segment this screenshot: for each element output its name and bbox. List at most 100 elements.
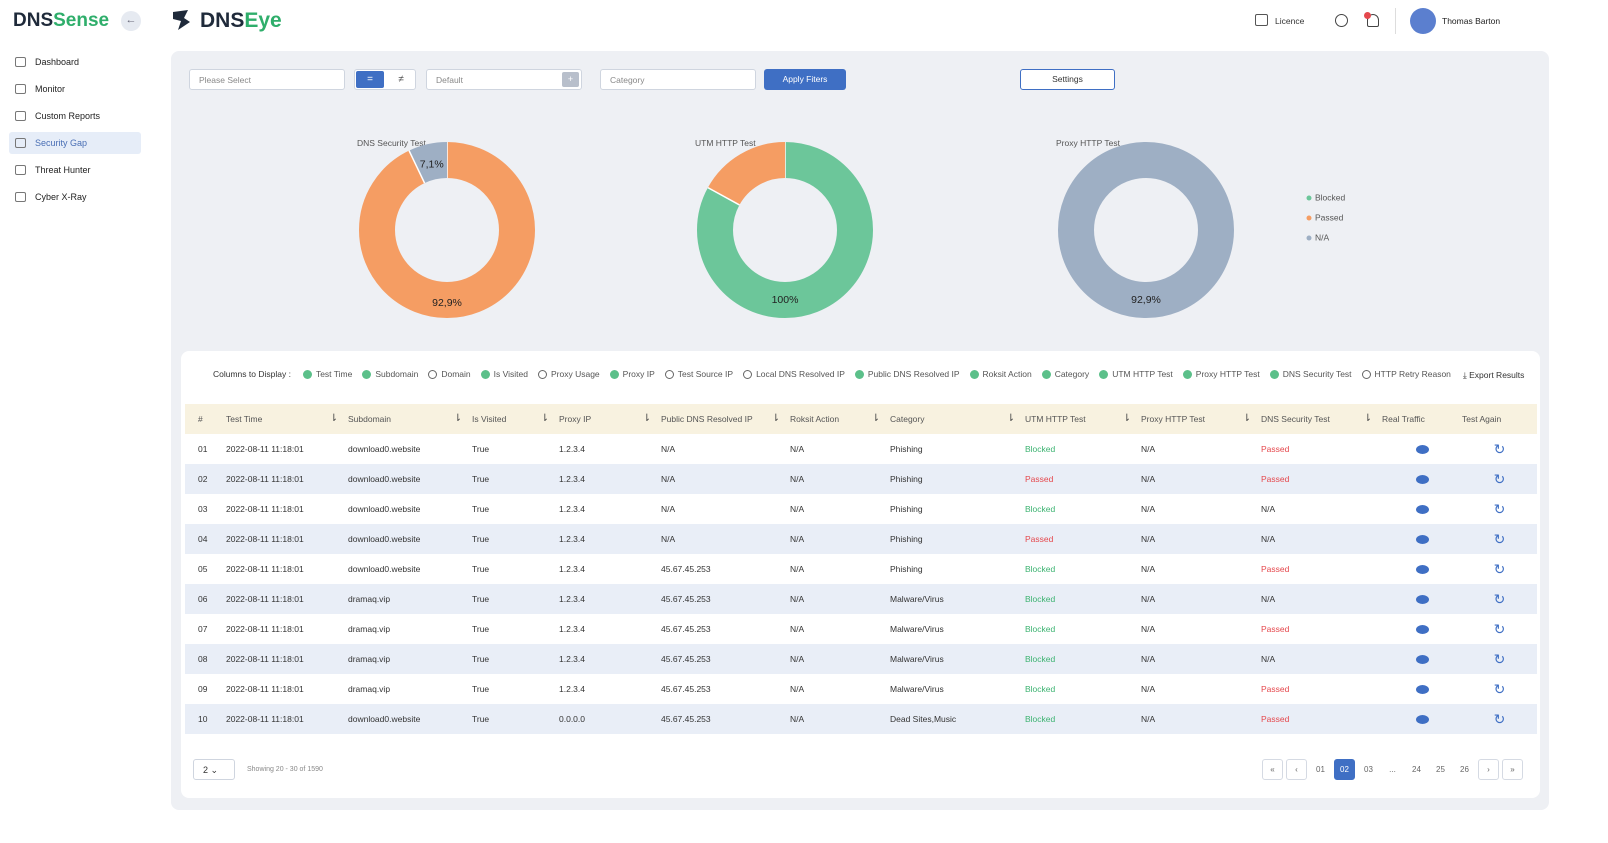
refresh-icon[interactable]: ↻ xyxy=(1493,530,1506,547)
column-toggle[interactable]: UTM HTTP Test xyxy=(1099,369,1173,379)
sort-icon[interactable]: ⇂ xyxy=(540,413,549,424)
table-cell: Passed xyxy=(1261,684,1290,694)
default-input[interactable]: Default xyxy=(426,69,582,90)
showing-text: Showing 20 - 30 of 1590 xyxy=(247,766,323,773)
sidebar-item[interactable]: Security Gap xyxy=(9,132,141,154)
eye-icon[interactable] xyxy=(1415,624,1429,634)
table-cell: Passed xyxy=(1261,714,1290,724)
sort-icon[interactable]: ⇂ xyxy=(1363,413,1372,424)
sidebar-item[interactable]: Dashboard xyxy=(9,51,141,73)
table-cell: 2022-08-11 11:18:01 xyxy=(226,624,304,634)
table-row: 02 2022-08-11 11:18:01 download0.website Tr… xyxy=(185,464,1537,494)
header-label: Subdomain xyxy=(348,414,392,424)
collapse-button[interactable]: ← xyxy=(121,11,141,31)
sort-icon[interactable]: ⇂ xyxy=(1006,413,1015,424)
eye-icon[interactable] xyxy=(1415,564,1429,574)
add-button[interactable]: + xyxy=(562,72,579,87)
help-icon[interactable] xyxy=(1335,14,1348,27)
sort-icon[interactable]: ⇂ xyxy=(871,413,880,424)
table-cell: 1.2.3.4 xyxy=(559,684,585,694)
eye-icon[interactable] xyxy=(1415,654,1429,664)
page-size-select[interactable]: 2 ⌄ xyxy=(193,759,235,780)
column-toggle[interactable]: Proxy IP xyxy=(609,369,655,379)
table-cell: True xyxy=(472,594,490,604)
column-toggle[interactable]: Roksit Action xyxy=(969,369,1032,379)
page-button[interactable]: « xyxy=(1262,759,1283,780)
header-label: Roksit Action xyxy=(790,414,840,424)
page-button[interactable]: 24 xyxy=(1406,759,1427,780)
refresh-icon[interactable]: ↻ xyxy=(1493,680,1506,697)
sidebar-item[interactable]: Custom Reports xyxy=(9,105,141,127)
page-button[interactable]: 03 xyxy=(1358,759,1379,780)
eye-icon[interactable] xyxy=(1415,474,1429,484)
sort-icon[interactable]: ⇂ xyxy=(771,413,780,424)
refresh-icon[interactable]: ↻ xyxy=(1493,500,1506,517)
page-button[interactable]: ‹ xyxy=(1286,759,1307,780)
equals-button[interactable]: = xyxy=(356,71,384,88)
table-cell: Blocked xyxy=(1025,594,1056,604)
eye-icon[interactable] xyxy=(1415,444,1429,454)
column-toggle[interactable]: Test Time xyxy=(302,369,352,379)
column-toggle[interactable]: Category xyxy=(1041,369,1089,379)
page-button[interactable]: 26 xyxy=(1454,759,1475,780)
table-cell: 2022-08-11 11:18:01 xyxy=(226,714,304,724)
column-toggle[interactable]: Proxy HTTP Test xyxy=(1182,369,1260,379)
not-equals-button[interactable]: ≠ xyxy=(398,74,404,85)
slice-label: 92,9% xyxy=(432,297,462,309)
settings-button[interactable]: Settings xyxy=(1020,69,1115,90)
user-name[interactable]: Thomas Barton xyxy=(1442,16,1501,26)
slice-separator xyxy=(707,186,740,206)
sidebar-item[interactable]: Monitor xyxy=(9,78,141,100)
eye-icon[interactable] xyxy=(1415,534,1429,544)
refresh-icon[interactable]: ↻ xyxy=(1493,620,1506,637)
page-button[interactable]: 25 xyxy=(1430,759,1451,780)
toggle-icon xyxy=(664,369,674,379)
toggle-icon xyxy=(854,369,864,379)
sort-icon[interactable]: ⇂ xyxy=(1122,413,1131,424)
column-toggle[interactable]: HTTP Retry Reason xyxy=(1361,369,1451,379)
avatar[interactable] xyxy=(1410,8,1436,34)
refresh-icon[interactable]: ↻ xyxy=(1493,560,1506,577)
page-button[interactable]: ... xyxy=(1382,759,1403,780)
refresh-icon[interactable]: ↻ xyxy=(1493,590,1506,607)
page-button[interactable]: 01 xyxy=(1310,759,1331,780)
real-traffic-cell xyxy=(1382,704,1462,734)
refresh-icon[interactable]: ↻ xyxy=(1493,650,1506,667)
category-select[interactable]: Category xyxy=(600,69,756,90)
page-button[interactable]: › xyxy=(1478,759,1499,780)
sort-icon[interactable]: ⇂ xyxy=(453,413,462,424)
table-cell: Dead Sites,Music xyxy=(890,714,957,724)
eye-icon[interactable] xyxy=(1415,684,1429,694)
test-again-cell: ↻ xyxy=(1462,584,1537,614)
column-toggle[interactable]: Public DNS Resolved IP xyxy=(854,369,960,379)
eye-icon[interactable] xyxy=(1415,504,1429,514)
sort-icon[interactable]: ⇂ xyxy=(329,413,338,424)
sidebar-item[interactable]: Cyber X-Ray xyxy=(9,186,141,208)
notification-icon[interactable] xyxy=(1367,14,1379,27)
table-cell: N/A xyxy=(661,534,676,544)
export-button[interactable]: ⤓ Export Results xyxy=(1463,370,1525,380)
licence[interactable]: Licence xyxy=(1275,16,1305,26)
refresh-icon[interactable]: ↻ xyxy=(1493,710,1506,727)
refresh-icon[interactable]: ↻ xyxy=(1493,440,1506,457)
eye-icon[interactable] xyxy=(1415,714,1429,724)
sidebar-label: Threat Hunter xyxy=(35,165,91,175)
apply-filters-button[interactable]: Apply Fiters xyxy=(764,69,846,90)
column-toggle[interactable]: Local DNS Resolved IP xyxy=(743,369,845,379)
sidebar-item[interactable]: Threat Hunter xyxy=(9,159,141,181)
column-toggle[interactable]: Subdomain xyxy=(362,369,418,379)
column-toggle[interactable]: Test Source IP xyxy=(664,369,733,379)
column-toggle[interactable]: DNS Security Test xyxy=(1269,369,1352,379)
header-cell: Category ⇂ xyxy=(890,404,1025,434)
sort-icon[interactable]: ⇂ xyxy=(642,413,651,424)
sort-icon[interactable]: ⇂ xyxy=(1242,413,1251,424)
page-button[interactable]: » xyxy=(1502,759,1523,780)
refresh-icon[interactable]: ↻ xyxy=(1493,470,1506,487)
column-toggle[interactable]: Proxy Usage xyxy=(537,369,600,379)
column-toggle[interactable]: Domain xyxy=(428,369,471,379)
test-again-cell: ↻ xyxy=(1462,434,1537,464)
page-button[interactable]: 02 xyxy=(1334,759,1355,780)
eye-icon[interactable] xyxy=(1415,594,1429,604)
select-filter[interactable]: Please Select xyxy=(189,69,345,90)
column-toggle[interactable]: Is Visited xyxy=(480,369,528,379)
